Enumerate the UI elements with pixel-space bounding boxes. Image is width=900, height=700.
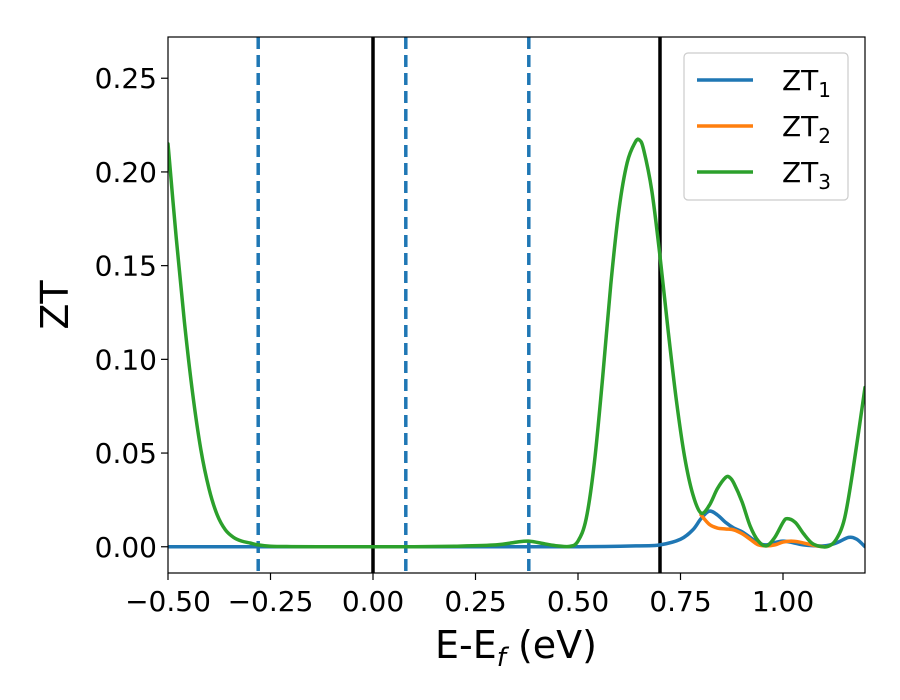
legend-label-3: ZT3 [782, 156, 831, 194]
legend-label-1: ZT1 [782, 64, 831, 102]
x-tick-label: 0.75 [649, 585, 711, 618]
x-tick-label: 0.00 [342, 585, 404, 618]
y-tick-label: 0.00 [95, 531, 157, 564]
x-tick-label: 0.50 [547, 585, 609, 618]
y-axis: 0.00 0.05 0.10 0.15 0.20 0.25 [95, 62, 168, 564]
x-axis: −0.50 −0.25 0.00 0.25 0.50 0.75 1.00 [125, 573, 814, 618]
y-axis-title: ZT [33, 280, 77, 330]
y-tick-label: 0.20 [95, 156, 157, 189]
legend-label-2: ZT2 [782, 110, 831, 148]
legend: ZT1 ZT2 ZT3 [683, 52, 849, 201]
series-lines [168, 137, 865, 549]
x-tick-label: 0.25 [444, 585, 506, 618]
x-tick-label: −0.50 [125, 585, 211, 618]
y-tick-label: 0.10 [95, 343, 157, 376]
legend-box [683, 52, 849, 201]
x-tick-label: −0.25 [228, 585, 314, 618]
series-line-3 [168, 137, 865, 549]
y-tick-label: 0.25 [95, 62, 157, 95]
x-tick-label: 1.00 [752, 585, 814, 618]
y-tick-label: 0.15 [95, 250, 157, 283]
x-axis-title: E-Ef (eV) [435, 623, 597, 673]
y-tick-label: 0.05 [95, 437, 157, 470]
reference-lines [256, 37, 662, 573]
plot-frame [167, 36, 866, 574]
